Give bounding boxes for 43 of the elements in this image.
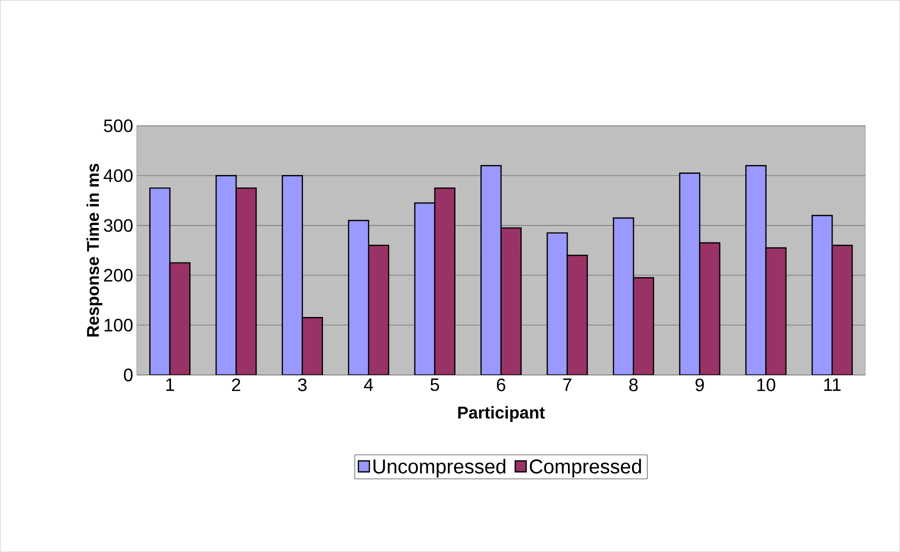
x-tick-label: 4: [364, 378, 374, 391]
bar: [150, 188, 170, 376]
bar: [216, 176, 236, 376]
bar: [746, 166, 766, 376]
bar: [812, 214, 833, 376]
y-tick-label: 500: [104, 120, 133, 132]
bar: [766, 248, 786, 376]
x-tick-label: 7: [563, 378, 572, 391]
bar: [567, 255, 588, 376]
bar: [481, 166, 502, 376]
bar: [236, 188, 256, 376]
x-tick-label: 2: [232, 378, 240, 392]
bar: [302, 318, 322, 376]
bar: [282, 176, 302, 376]
bar: [501, 228, 522, 376]
legend-label: Compressed: [530, 458, 641, 478]
bar: [832, 244, 853, 376]
x-tick-label: 6: [496, 378, 506, 392]
y-axis-title: Response Time in ms: [86, 164, 102, 337]
bar: [547, 233, 568, 376]
x-tick-label: 8: [629, 378, 638, 392]
bar: [700, 243, 720, 376]
bar: [170, 262, 190, 376]
bar: [368, 245, 389, 376]
y-tick-label: 100: [104, 318, 133, 332]
x-tick-label: 9: [696, 378, 704, 392]
y-tick-label: 0: [124, 368, 133, 382]
x-axis-title: Participant: [458, 406, 545, 422]
bar: [633, 278, 654, 376]
bar: [414, 203, 435, 376]
legend-label: Uncompressed: [374, 458, 506, 478]
y-tick-label: 300: [104, 219, 133, 232]
bar: [680, 173, 700, 376]
x-tick-label: 11: [824, 378, 841, 391]
bar: [348, 220, 369, 376]
y-tick-label: 200: [104, 269, 133, 282]
x-tick-label: 3: [298, 378, 307, 392]
x-tick-label: 1: [166, 378, 174, 391]
bar: [434, 188, 455, 376]
y-tick-label: 400: [104, 169, 133, 182]
bar: [613, 218, 634, 376]
x-tick-label: 5: [430, 378, 440, 392]
x-tick-label: 10: [757, 378, 776, 392]
